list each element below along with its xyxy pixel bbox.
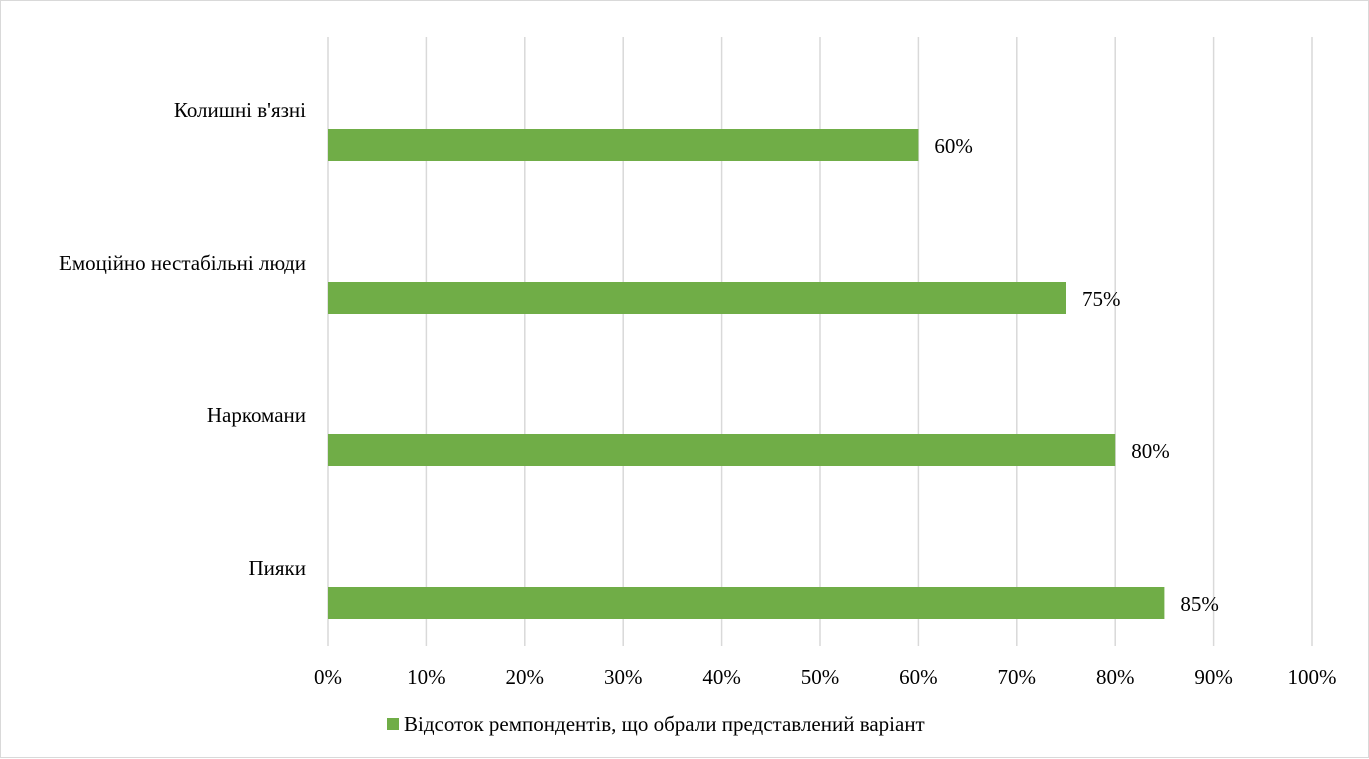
- data-label-0: 85%: [1180, 592, 1219, 616]
- gridlines: [327, 37, 1313, 646]
- category-label-0: Пияки: [248, 556, 306, 580]
- data-label-1: 80%: [1131, 439, 1170, 463]
- bar-1: [328, 434, 1116, 466]
- category-label-2: Емоційно нестабільні люди: [59, 251, 306, 275]
- x-tick-label-5: 50%: [801, 665, 840, 689]
- category-label-3: Колишні в'язні: [174, 98, 306, 122]
- data-label-3: 60%: [934, 134, 973, 158]
- x-axis-tick-labels: 0% 10% 20% 30% 40% 50% 60% 70% 80% 90% 100%: [314, 665, 1337, 689]
- x-tick-label-7: 70%: [998, 665, 1037, 689]
- x-tick-label-1: 10%: [407, 665, 446, 689]
- bar-3: [328, 129, 919, 161]
- x-tick-label-2: 20%: [506, 665, 545, 689]
- bar-0: [328, 587, 1165, 619]
- bars: [328, 129, 1165, 619]
- category-labels: Пияки Наркомани Емоційно нестабільні люди К…: [59, 98, 306, 580]
- legend-swatch: [387, 718, 399, 730]
- bar-2: [328, 282, 1066, 314]
- x-tick-label-6: 60%: [899, 665, 938, 689]
- data-label-2: 75%: [1082, 287, 1121, 311]
- x-tick-label-3: 30%: [604, 665, 643, 689]
- x-tick-label-8: 80%: [1096, 665, 1135, 689]
- x-tick-label-10: 100%: [1288, 665, 1337, 689]
- data-labels: 85% 80% 75% 60%: [934, 134, 1219, 616]
- x-tick-label-0: 0%: [314, 665, 342, 689]
- legend-label: Відсоток ремпондентів, що обрали предста…: [404, 712, 925, 736]
- x-tick-label-9: 90%: [1194, 665, 1233, 689]
- category-label-1: Наркомани: [207, 403, 306, 427]
- x-tick-label-4: 40%: [702, 665, 741, 689]
- legend: Відсоток ремпондентів, що обрали предста…: [387, 712, 925, 736]
